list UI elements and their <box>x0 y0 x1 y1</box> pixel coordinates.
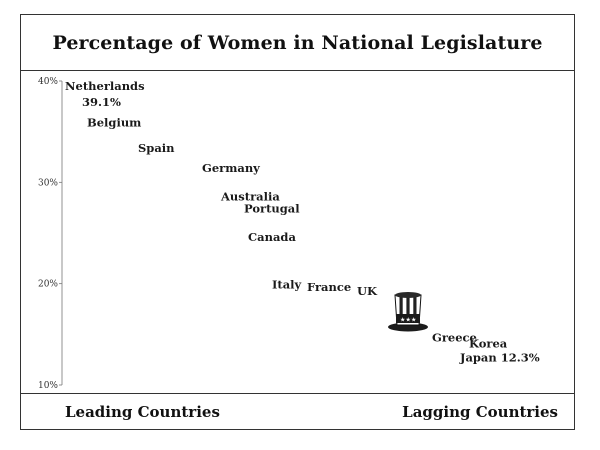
y-axis: 40% 30% 20% 10% <box>38 77 63 391</box>
country-label-france: France <box>307 280 351 294</box>
svg-text:★: ★ <box>411 317 416 324</box>
svg-text:★: ★ <box>406 317 411 324</box>
country-label-portugal: Portugal <box>244 202 300 216</box>
country-label-germany: Germany <box>202 161 260 175</box>
footer: Leading Countries Lagging Countries <box>21 393 574 431</box>
chart-frame: Percentage of Women in National Legislat… <box>20 14 575 430</box>
footer-lagging-label: Lagging Countries <box>402 403 558 421</box>
country-labels: Netherlands 39.1% Belgium Spain Germany Austr… <box>65 79 540 365</box>
uncle-sam-top-hat-icon: ★ ★ ★ <box>388 292 428 332</box>
country-label-netherlands: Netherlands <box>65 79 145 93</box>
country-label-greece: Greece <box>432 330 477 344</box>
y-tick-label: 10% <box>38 381 58 391</box>
y-tick-label: 40% <box>38 77 58 87</box>
value-label-netherlands: 39.1% <box>82 95 121 109</box>
country-label-japan: Japan 12.3% <box>459 351 540 365</box>
footer-leading-label: Leading Countries <box>65 403 220 421</box>
title-bar: Percentage of Women in National Legislat… <box>21 15 574 71</box>
svg-text:★: ★ <box>400 317 405 324</box>
country-label-korea: Korea <box>469 337 508 351</box>
country-label-belgium: Belgium <box>87 116 141 130</box>
chart-title: Percentage of Women in National Legislat… <box>52 31 543 54</box>
country-label-italy: Italy <box>272 278 302 292</box>
country-label-spain: Spain <box>138 141 175 155</box>
country-label-canada: Canada <box>248 230 296 244</box>
y-tick-label: 30% <box>38 178 58 188</box>
country-label-australia: Australia <box>220 190 280 204</box>
country-label-uk: UK <box>357 284 378 298</box>
plot-area: 40% 30% 20% 10% Netherlands 39.1% Belgium Spai… <box>38 77 540 391</box>
y-tick-label: 20% <box>38 280 58 290</box>
